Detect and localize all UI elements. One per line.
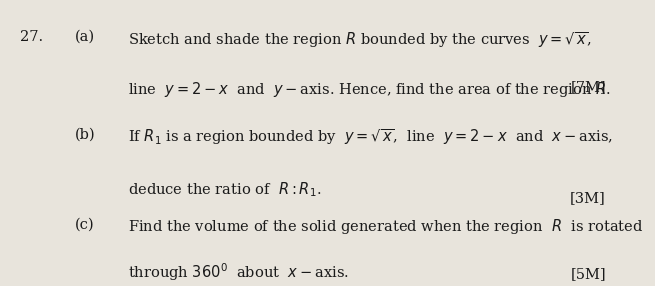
Text: (a): (a) [75, 30, 96, 44]
Text: 27.: 27. [20, 30, 43, 44]
Text: line  $y=2-x$  and  $y-$axis. Hence, find the area of the region $R$.: line $y=2-x$ and $y-$axis. Hence, find t… [128, 80, 610, 99]
Text: deduce the ratio of  $R : R_1$.: deduce the ratio of $R : R_1$. [128, 180, 321, 199]
Text: If $R_1$ is a region bounded by  $y=\sqrt{x}$,  line  $y=2-x$  and  $x-$axis,: If $R_1$ is a region bounded by $y=\sqrt… [128, 127, 612, 147]
Text: Find the volume of the solid generated when the region  $R$  is rotated: Find the volume of the solid generated w… [128, 217, 643, 236]
Text: [5M]: [5M] [571, 267, 606, 281]
Text: through $360^0$  about  $x-$axis.: through $360^0$ about $x-$axis. [128, 262, 348, 283]
Text: Sketch and shade the region $R$ bounded by the curves  $y=\sqrt{x}$,: Sketch and shade the region $R$ bounded … [128, 30, 591, 50]
Text: (c): (c) [75, 217, 95, 231]
Text: [7M]: [7M] [571, 80, 606, 94]
Text: [3M]: [3M] [570, 192, 606, 206]
Text: (b): (b) [75, 127, 96, 141]
